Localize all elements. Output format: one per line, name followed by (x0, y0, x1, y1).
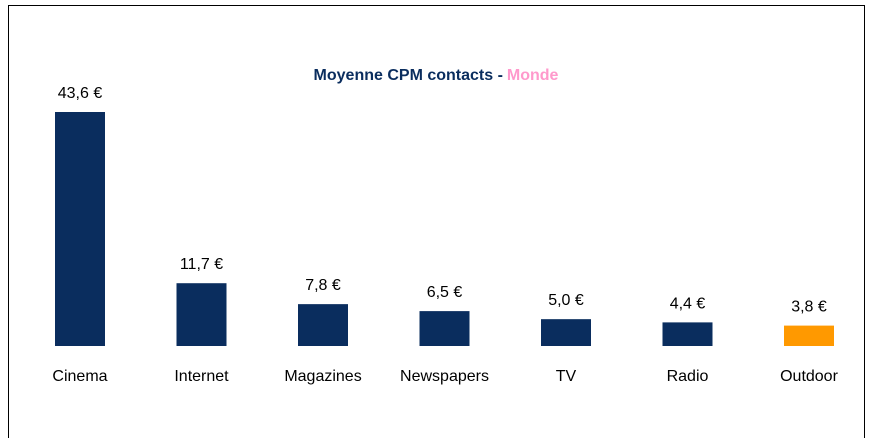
value-label: 4,4 € (670, 295, 706, 312)
value-label: 5,0 € (548, 292, 584, 309)
x-tick-label: Radio (667, 368, 709, 385)
x-tick-label: Newspapers (400, 368, 489, 385)
chart-title: Moyenne CPM contacts - (314, 67, 503, 84)
x-tick-label: Cinema (52, 368, 107, 385)
bar (55, 112, 105, 346)
bar (784, 325, 834, 346)
value-label: 7,8 € (305, 277, 341, 294)
value-label: 6,5 € (427, 284, 463, 301)
bar (541, 319, 591, 346)
value-label: 11,7 € (180, 256, 223, 273)
x-tick-label: Internet (174, 368, 229, 385)
bar (176, 283, 227, 346)
chart-title-group: Moyenne CPM contacts - Monde (314, 67, 559, 84)
bar (662, 322, 713, 346)
chart-border (8, 5, 865, 438)
x-tick-label: TV (556, 368, 577, 385)
x-tick-label: Outdoor (780, 368, 838, 385)
value-label: 3,8 € (791, 299, 827, 316)
value-label: 43,6 € (58, 85, 103, 102)
bar (298, 304, 348, 346)
bar (419, 311, 470, 346)
x-tick-label: Magazines (284, 368, 361, 385)
chart-subtitle: Monde (507, 67, 559, 84)
